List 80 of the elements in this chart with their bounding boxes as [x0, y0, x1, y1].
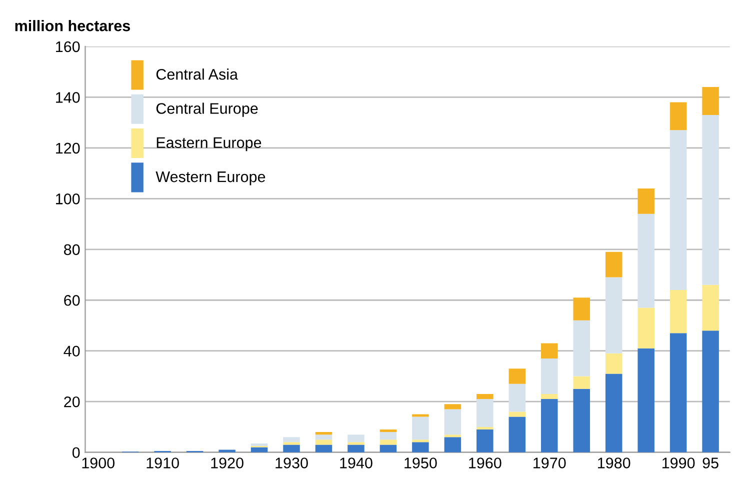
bar [476, 394, 494, 400]
y-tick-label: 0 [72, 447, 80, 458]
bar [670, 333, 687, 452]
y-tick-label: 80 [64, 244, 80, 256]
bar [702, 114, 719, 285]
bar [508, 368, 526, 384]
bar [702, 284, 719, 331]
bar [638, 348, 654, 452]
x-tick-label: 1940 [340, 458, 372, 468]
bar [540, 343, 558, 358]
bar [380, 429, 397, 432]
bar [508, 416, 526, 452]
bar [380, 432, 397, 440]
bar [380, 440, 397, 445]
bar [670, 130, 687, 290]
y-axis-title: million hectares [15, 20, 130, 32]
bar [573, 376, 590, 389]
bar [444, 434, 462, 438]
bar [412, 442, 429, 452]
bar [605, 353, 622, 374]
bar [573, 298, 590, 320]
bar [444, 409, 462, 435]
y-tick-label: 20 [64, 396, 80, 408]
x-tick-label: 1900 [82, 458, 115, 468]
x-tick-label: 1920 [211, 458, 244, 468]
bar [412, 414, 429, 417]
legend-label: Central Europe [156, 102, 258, 117]
bar [605, 252, 622, 278]
x-tick-label: 1990 [662, 458, 695, 468]
bar [476, 426, 494, 430]
bar [348, 442, 364, 445]
bar [283, 442, 300, 445]
bar [380, 444, 397, 452]
legend-label: Eastern Europe [156, 137, 262, 152]
y-tick-label: 40 [64, 346, 80, 357]
bar [638, 214, 654, 308]
y-tick-label: 140 [56, 92, 80, 103]
bar [638, 188, 654, 214]
bar [670, 102, 687, 130]
y-tick-label: 60 [64, 294, 80, 306]
bar [444, 404, 462, 410]
x-tick-label: 95 [702, 458, 718, 468]
legend-label: Central Asia [156, 68, 238, 80]
bar [508, 384, 526, 412]
x-tick-label: 1980 [598, 458, 630, 468]
bar [638, 308, 654, 348]
bar [573, 388, 590, 452]
bar [315, 434, 332, 440]
y-tick-label: 120 [56, 142, 80, 154]
bar [476, 399, 494, 427]
x-tick-label: 1910 [146, 458, 179, 468]
bar [412, 440, 429, 442]
y-tick-label: 160 [56, 41, 80, 52]
x-tick-label: 1950 [404, 458, 437, 468]
x-tick-label: 1970 [534, 458, 566, 468]
bar [702, 87, 719, 115]
bar [315, 432, 332, 435]
bar [670, 290, 687, 334]
bar [315, 440, 332, 445]
bar [540, 394, 558, 400]
bar [283, 437, 300, 442]
bar [605, 277, 622, 354]
bar [250, 443, 268, 446]
legend-label: Western Europe [156, 172, 266, 186]
bar [444, 437, 462, 452]
bar [315, 444, 332, 452]
bar [476, 429, 494, 452]
bar [283, 444, 300, 452]
bar [540, 399, 558, 452]
bar [573, 320, 590, 376]
bar [412, 416, 429, 440]
x-tick-label: 1930 [276, 458, 308, 468]
bar [348, 434, 364, 442]
bar [605, 374, 622, 452]
x-tick-label: 1960 [469, 458, 502, 468]
bar [348, 444, 364, 452]
bar [540, 358, 558, 394]
y-tick-label: 100 [56, 194, 80, 204]
bar [508, 412, 526, 417]
bar [702, 330, 719, 452]
